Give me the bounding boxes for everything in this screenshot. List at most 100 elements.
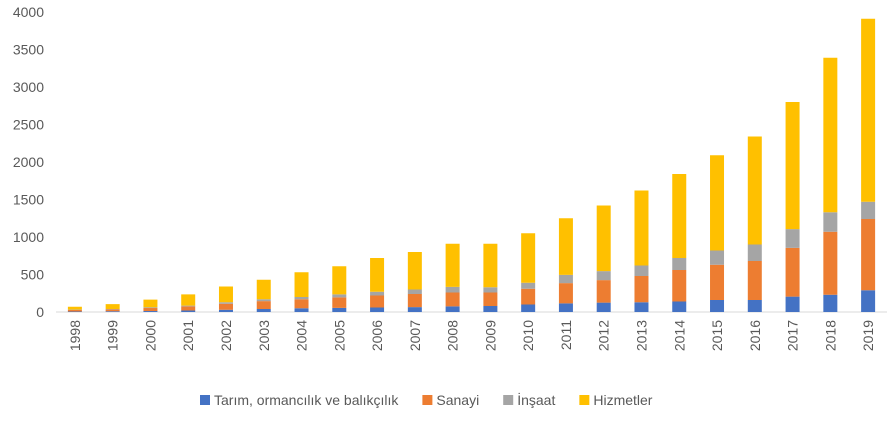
legend-swatch [422, 395, 432, 405]
legend-swatch [579, 395, 589, 405]
legend-label: Sanayi [436, 392, 479, 408]
bar-segment [219, 287, 233, 303]
bar-segment [710, 265, 724, 300]
bar-segment [597, 280, 611, 303]
bar-segment [257, 301, 271, 309]
y-tick-label: 0 [36, 304, 44, 320]
bar-segment [332, 266, 346, 294]
bar-segment [446, 293, 460, 307]
legend-label: İnşaat [517, 391, 555, 408]
x-tick-label: 2013 [633, 320, 649, 351]
x-tick-label: 2002 [218, 320, 234, 351]
bar-segment [483, 293, 497, 307]
bar-segment [143, 300, 157, 308]
bar-segment [634, 191, 648, 266]
x-tick-label: 2012 [596, 320, 612, 351]
x-tick-label: 2009 [482, 320, 498, 351]
bar-segment [483, 287, 497, 292]
bar-segment [521, 233, 535, 283]
bar-segment [219, 302, 233, 304]
bar-segment [748, 245, 762, 262]
bar-segment [408, 294, 422, 307]
y-tick-label: 3500 [13, 42, 44, 58]
bar-segment [786, 229, 800, 248]
x-tick-label: 2019 [860, 320, 876, 351]
bar-segment [634, 276, 648, 302]
y-tick-label: 4000 [13, 4, 44, 20]
y-tick-label: 1500 [13, 192, 44, 208]
y-tick-label: 2500 [13, 117, 44, 133]
bar-segment [672, 270, 686, 302]
bar-segment [748, 137, 762, 245]
x-tick-label: 2001 [180, 320, 196, 351]
y-tick-label: 2000 [13, 154, 44, 170]
bar-segment [332, 297, 346, 308]
bar-segment [559, 218, 573, 275]
x-tick-label: 1998 [67, 320, 83, 351]
bar-segment [823, 212, 837, 232]
bar-segment [332, 308, 346, 312]
bar-segment [861, 219, 875, 290]
bar-segment [219, 304, 233, 310]
bar-segment [786, 248, 800, 297]
bar-segment [672, 258, 686, 270]
bar-segment [68, 307, 82, 310]
bar-segment [710, 155, 724, 250]
x-tick-label: 2014 [671, 320, 687, 351]
bar-segment [295, 297, 309, 299]
bar-segment [370, 258, 384, 292]
bar-segment [181, 306, 195, 307]
bar-segment [861, 202, 875, 219]
bar-segment [597, 206, 611, 272]
x-tick-label: 1999 [105, 320, 121, 351]
y-tick-label: 3000 [13, 79, 44, 95]
y-tick-label: 1000 [13, 229, 44, 245]
x-tick-label: 2017 [785, 320, 801, 351]
bar-segment [634, 302, 648, 312]
bar-segment [672, 302, 686, 313]
x-tick-label: 2000 [142, 320, 158, 351]
bar-segment [748, 300, 762, 312]
bar-segment [408, 290, 422, 295]
bar-segment [521, 283, 535, 289]
bar-segment [143, 308, 157, 311]
bar-segment [370, 296, 384, 308]
bar-segment [219, 310, 233, 312]
bar-segment [786, 297, 800, 312]
bar-segment [332, 294, 346, 297]
x-tick-label: 2003 [256, 320, 272, 351]
bar-segment [823, 58, 837, 213]
bar-segment [483, 244, 497, 288]
legend-swatch [200, 395, 210, 405]
bar-segment [823, 295, 837, 312]
bar-segment [748, 261, 762, 300]
bar-segment [861, 19, 875, 202]
bar-segment [106, 304, 120, 309]
bar-segment [559, 303, 573, 312]
bar-segment [823, 232, 837, 295]
bar-segment [181, 306, 195, 310]
x-tick-label: 2004 [294, 320, 310, 351]
legend-label: Hizmetler [593, 392, 652, 408]
bar-segment [370, 308, 384, 313]
bar-segment [295, 299, 309, 308]
x-tick-label: 2008 [445, 320, 461, 351]
bar-segment [408, 307, 422, 312]
bar-segment [521, 305, 535, 313]
x-tick-label: 2016 [747, 320, 763, 351]
x-tick-label: 2011 [558, 320, 574, 350]
x-tick-label: 2015 [709, 320, 725, 351]
bar-segment [483, 306, 497, 312]
bar-segment [257, 299, 271, 301]
x-tick-label: 2007 [407, 320, 423, 351]
legend-label: Tarım, ormancılık ve balıkçılık [214, 392, 399, 408]
bar-segment [446, 306, 460, 312]
bar-segment [446, 287, 460, 293]
bar-segment [408, 252, 422, 290]
bar-segment [446, 244, 460, 287]
bar-segment [181, 294, 195, 305]
bar-segment [181, 311, 195, 313]
bar-segment [68, 311, 82, 312]
bar-segment [106, 311, 120, 312]
